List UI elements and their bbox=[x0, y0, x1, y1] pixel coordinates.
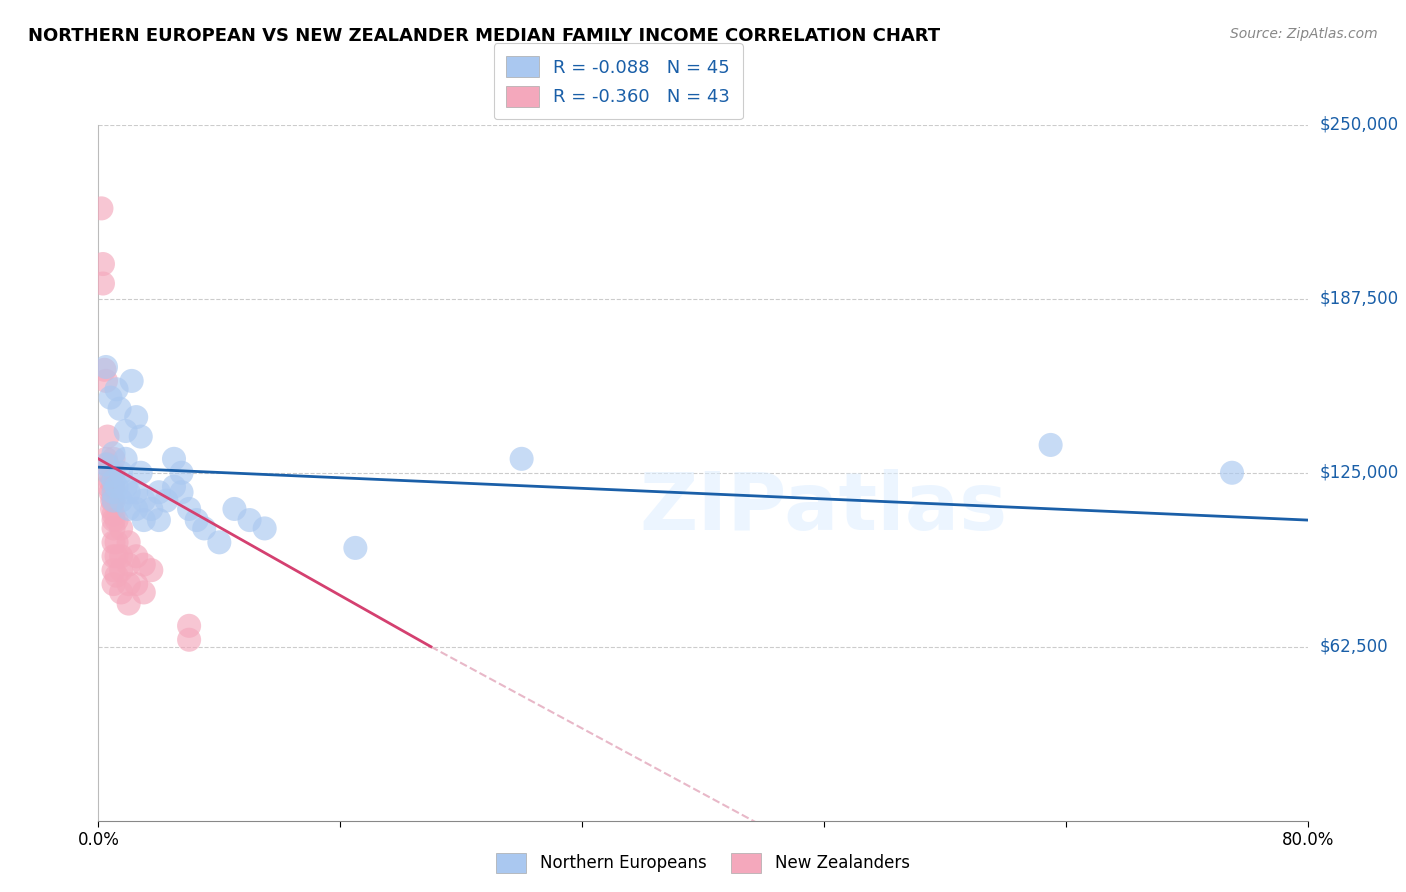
Point bbox=[141, 563, 163, 577]
Point bbox=[110, 493, 132, 508]
Point bbox=[129, 466, 152, 480]
Point bbox=[129, 429, 152, 443]
Point bbox=[105, 480, 128, 494]
Point bbox=[103, 485, 125, 500]
Point bbox=[105, 382, 128, 396]
Point bbox=[510, 451, 533, 466]
Point bbox=[118, 502, 141, 516]
Text: Source: ZipAtlas.com: Source: ZipAtlas.com bbox=[1230, 27, 1378, 41]
Point bbox=[103, 493, 125, 508]
Point bbox=[132, 558, 155, 572]
Point bbox=[125, 577, 148, 591]
Point bbox=[148, 485, 170, 500]
Point bbox=[101, 502, 124, 516]
Point bbox=[103, 466, 125, 480]
Point bbox=[98, 480, 121, 494]
Point bbox=[103, 521, 125, 535]
Point bbox=[110, 585, 132, 599]
Point bbox=[110, 466, 132, 480]
Point bbox=[208, 535, 231, 549]
Point bbox=[91, 257, 114, 271]
Point bbox=[118, 485, 141, 500]
Point bbox=[94, 458, 117, 472]
Point bbox=[239, 513, 262, 527]
Point bbox=[118, 535, 141, 549]
Point bbox=[103, 513, 125, 527]
Point bbox=[108, 401, 131, 416]
Point bbox=[90, 202, 112, 216]
Point bbox=[114, 480, 136, 494]
Point bbox=[105, 549, 128, 564]
Text: NORTHERN EUROPEAN VS NEW ZEALANDER MEDIAN FAMILY INCOME CORRELATION CHART: NORTHERN EUROPEAN VS NEW ZEALANDER MEDIA… bbox=[28, 27, 941, 45]
Point bbox=[163, 480, 186, 494]
Point bbox=[125, 502, 148, 516]
Point bbox=[91, 277, 114, 291]
Point bbox=[94, 374, 117, 388]
Point bbox=[118, 558, 141, 572]
Point bbox=[114, 451, 136, 466]
Point bbox=[177, 619, 201, 633]
Point bbox=[170, 466, 193, 480]
Point bbox=[1220, 466, 1243, 480]
Point bbox=[186, 513, 208, 527]
Point bbox=[103, 474, 125, 488]
Point bbox=[103, 563, 125, 577]
Point bbox=[224, 502, 246, 516]
Point bbox=[1039, 438, 1062, 452]
Point bbox=[105, 513, 128, 527]
Point bbox=[177, 502, 201, 516]
Legend: R = -0.088   N = 45, R = -0.360   N = 43: R = -0.088 N = 45, R = -0.360 N = 43 bbox=[494, 44, 742, 120]
Point bbox=[118, 597, 141, 611]
Point bbox=[96, 458, 118, 472]
Point bbox=[110, 521, 132, 535]
Point bbox=[110, 563, 132, 577]
Point bbox=[141, 502, 163, 516]
Legend: Northern Europeans, New Zealanders: Northern Europeans, New Zealanders bbox=[489, 847, 917, 880]
Point bbox=[103, 480, 125, 494]
Text: $62,500: $62,500 bbox=[1320, 638, 1388, 656]
Point bbox=[103, 577, 125, 591]
Point bbox=[114, 424, 136, 438]
Point bbox=[100, 391, 122, 405]
Point bbox=[105, 535, 128, 549]
Point bbox=[121, 374, 143, 388]
Point bbox=[96, 429, 118, 443]
Point bbox=[101, 493, 124, 508]
Point bbox=[118, 577, 141, 591]
Point bbox=[132, 585, 155, 599]
Point bbox=[163, 451, 186, 466]
Point bbox=[125, 410, 148, 425]
Point bbox=[103, 451, 125, 466]
Point bbox=[125, 485, 148, 500]
Text: $187,500: $187,500 bbox=[1320, 290, 1399, 308]
Point bbox=[100, 474, 122, 488]
Point bbox=[94, 359, 117, 374]
Point bbox=[344, 541, 367, 555]
Point bbox=[132, 493, 155, 508]
Point bbox=[110, 549, 132, 564]
Point bbox=[148, 513, 170, 527]
Point bbox=[193, 521, 215, 535]
Point bbox=[105, 568, 128, 582]
Point bbox=[103, 549, 125, 564]
Point bbox=[100, 485, 122, 500]
Point bbox=[155, 493, 177, 508]
Point bbox=[103, 535, 125, 549]
Point bbox=[98, 466, 121, 480]
Point bbox=[103, 508, 125, 522]
Point bbox=[125, 549, 148, 564]
Text: $125,000: $125,000 bbox=[1320, 464, 1399, 482]
Text: ZIPatlas: ZIPatlas bbox=[640, 468, 1008, 547]
Point bbox=[100, 468, 122, 483]
Point bbox=[177, 632, 201, 647]
Text: $250,000: $250,000 bbox=[1320, 116, 1399, 134]
Point bbox=[132, 513, 155, 527]
Point bbox=[103, 446, 125, 460]
Point bbox=[93, 363, 115, 377]
Point bbox=[103, 493, 125, 508]
Point bbox=[170, 485, 193, 500]
Point bbox=[253, 521, 276, 535]
Point bbox=[94, 451, 117, 466]
